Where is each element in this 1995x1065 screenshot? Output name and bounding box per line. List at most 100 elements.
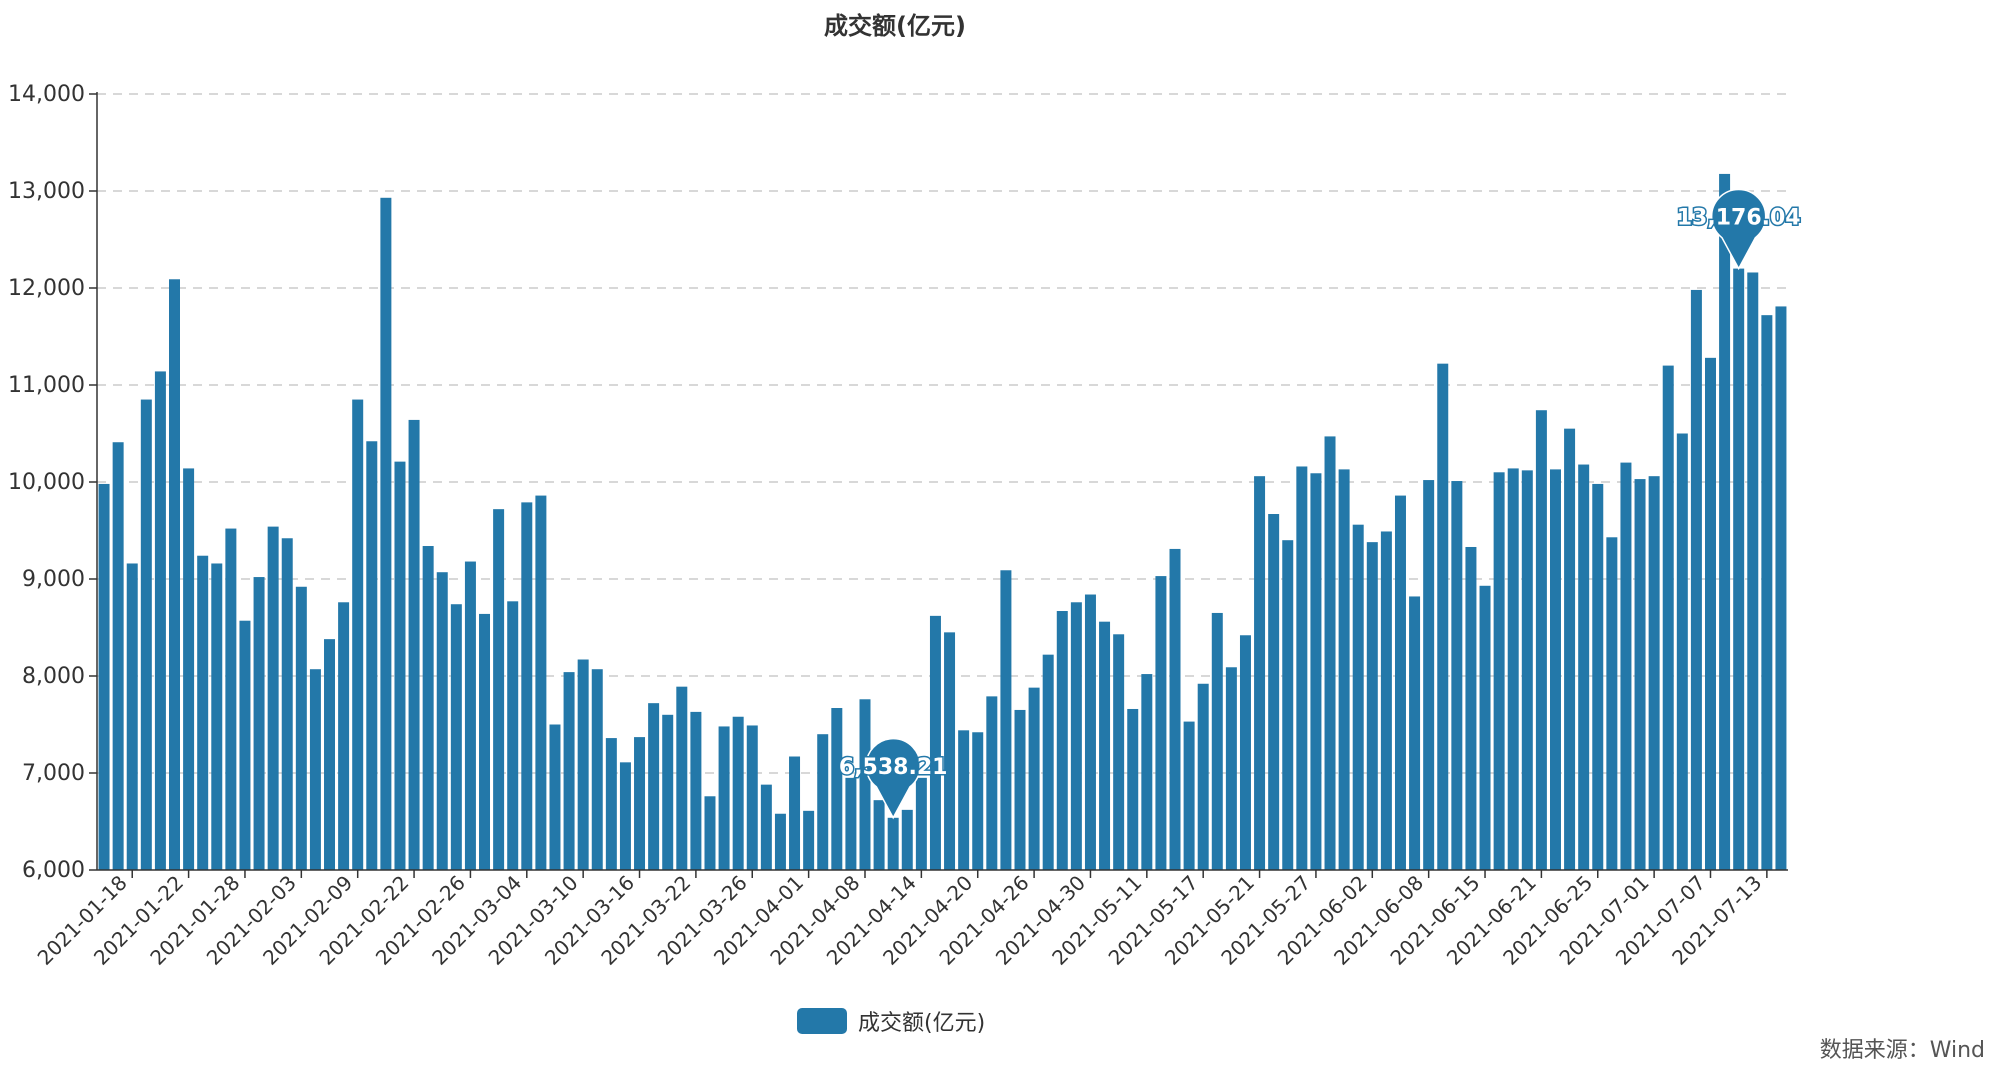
bar[interactable] [1564, 428, 1576, 870]
bar[interactable] [1775, 306, 1787, 870]
bar[interactable] [1479, 585, 1491, 870]
legend-swatch[interactable] [797, 1008, 847, 1034]
bar[interactable] [169, 279, 180, 870]
bar[interactable] [267, 526, 279, 870]
bar[interactable] [1606, 537, 1618, 870]
bar[interactable] [845, 777, 857, 870]
bar[interactable] [197, 555, 209, 870]
bar[interactable] [140, 399, 152, 870]
bar[interactable] [901, 809, 913, 870]
bar[interactable] [1705, 357, 1716, 871]
bar[interactable] [1507, 468, 1519, 870]
bar[interactable] [1733, 268, 1745, 871]
bar[interactable] [1620, 462, 1632, 870]
bar[interactable] [760, 784, 772, 870]
bar[interactable] [1127, 708, 1139, 870]
bar[interactable] [1155, 576, 1167, 870]
bar[interactable] [324, 639, 336, 870]
bar[interactable] [1028, 687, 1040, 870]
bar[interactable] [98, 483, 110, 870]
bar[interactable] [408, 419, 420, 870]
bar[interactable] [549, 724, 561, 871]
bar[interactable] [1169, 548, 1181, 870]
bar[interactable] [295, 586, 307, 870]
bar[interactable] [366, 441, 378, 870]
bar[interactable] [1211, 612, 1223, 870]
bar[interactable] [859, 699, 871, 870]
bar[interactable] [1549, 469, 1561, 870]
bar[interactable] [619, 762, 631, 870]
bar[interactable] [591, 669, 603, 870]
bar[interactable] [1578, 464, 1590, 870]
legend[interactable]: 成交额(亿元) [797, 1008, 985, 1036]
bar[interactable] [704, 796, 716, 870]
bar[interactable] [1225, 667, 1237, 870]
bar[interactable] [789, 756, 801, 870]
bar[interactable] [479, 613, 491, 870]
bar[interactable] [972, 732, 984, 870]
bar[interactable] [1268, 514, 1280, 870]
bar[interactable] [1465, 546, 1477, 870]
bar[interactable] [112, 442, 124, 870]
bar[interactable] [1056, 611, 1068, 870]
bar[interactable] [1254, 476, 1266, 870]
bar[interactable] [380, 197, 392, 871]
bar[interactable] [154, 371, 166, 870]
bar[interactable] [1662, 365, 1674, 870]
bar[interactable] [1324, 436, 1336, 870]
bar[interactable] [239, 620, 251, 870]
bar[interactable] [1352, 524, 1364, 870]
bar[interactable] [1338, 469, 1350, 870]
bar[interactable] [281, 538, 293, 870]
bar[interactable] [1042, 654, 1054, 870]
bar[interactable] [338, 602, 350, 870]
bar[interactable] [1634, 479, 1646, 870]
bar[interactable] [535, 495, 547, 870]
bar[interactable] [1409, 596, 1421, 870]
bar[interactable] [183, 468, 195, 870]
bar[interactable] [1592, 483, 1604, 870]
bar[interactable] [634, 737, 646, 870]
bar[interactable] [803, 810, 815, 870]
bar[interactable] [253, 577, 265, 870]
bar[interactable] [1282, 540, 1294, 870]
bar[interactable] [1676, 433, 1688, 871]
bar[interactable] [1437, 363, 1449, 870]
bar[interactable] [605, 738, 617, 870]
bar[interactable] [1310, 473, 1322, 870]
bar[interactable] [929, 615, 941, 870]
bar[interactable] [662, 714, 674, 870]
bar[interactable] [436, 572, 448, 870]
bar[interactable] [873, 800, 885, 870]
bar[interactable] [887, 817, 899, 870]
bar[interactable] [690, 711, 702, 870]
bar[interactable] [817, 734, 829, 870]
bar[interactable] [1366, 542, 1378, 870]
bar[interactable] [1747, 272, 1759, 871]
bar[interactable] [732, 716, 744, 870]
bar[interactable] [1070, 602, 1082, 870]
bar[interactable] [464, 561, 476, 870]
bar[interactable] [1084, 594, 1096, 870]
bar[interactable] [831, 708, 843, 870]
bar[interactable] [493, 509, 505, 870]
bar[interactable] [1719, 173, 1731, 870]
bar[interactable] [507, 601, 519, 870]
bar[interactable] [211, 563, 223, 870]
bar[interactable] [648, 703, 660, 870]
bar[interactable] [676, 686, 688, 870]
bar[interactable] [1423, 480, 1435, 870]
bar[interactable] [1099, 621, 1111, 870]
bar[interactable] [1197, 683, 1209, 870]
bar[interactable] [915, 777, 927, 870]
bar[interactable] [309, 669, 321, 870]
bar[interactable] [352, 399, 364, 870]
bar[interactable] [1000, 570, 1012, 870]
bar[interactable] [718, 726, 730, 870]
bar[interactable] [563, 672, 575, 870]
bar[interactable] [986, 696, 998, 870]
bar[interactable] [774, 813, 786, 870]
bar[interactable] [394, 461, 406, 870]
bar[interactable] [1493, 472, 1505, 870]
bar[interactable] [1521, 470, 1533, 870]
